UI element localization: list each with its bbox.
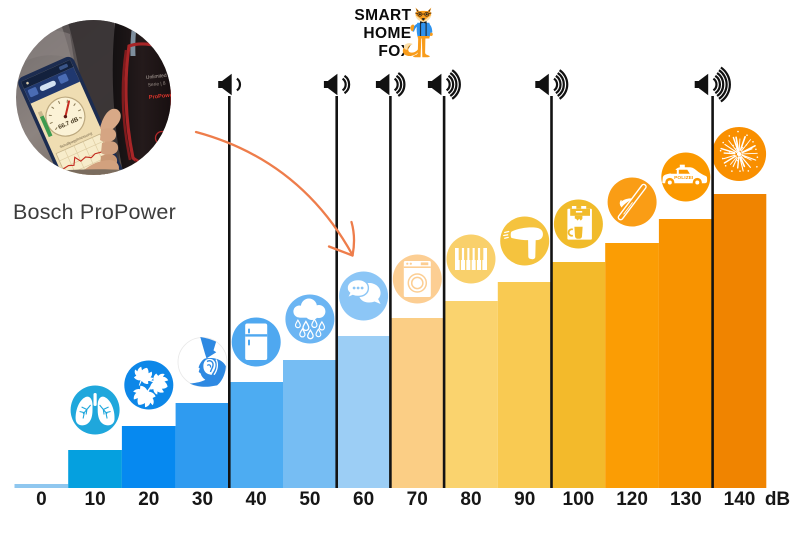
svg-text:ProPower: ProPower bbox=[149, 92, 176, 101]
svg-text:20: 20 bbox=[138, 489, 159, 510]
svg-text:Unlimited: Unlimited bbox=[146, 73, 168, 81]
svg-text:90: 90 bbox=[514, 489, 535, 510]
svg-text:POLIZEI: POLIZEI bbox=[674, 175, 694, 181]
svg-text:10: 10 bbox=[85, 489, 106, 510]
svg-text:80: 80 bbox=[460, 489, 481, 510]
svg-text:100: 100 bbox=[563, 489, 595, 510]
svg-text:70: 70 bbox=[407, 489, 428, 510]
svg-text:Bosch ProPower: Bosch ProPower bbox=[13, 200, 176, 224]
svg-text:dB: dB bbox=[765, 489, 790, 510]
svg-text:Serie | 8: Serie | 8 bbox=[148, 81, 167, 89]
svg-text:50: 50 bbox=[299, 489, 320, 510]
svg-text:60: 60 bbox=[353, 489, 374, 510]
svg-text:130: 130 bbox=[670, 489, 702, 510]
svg-text:30: 30 bbox=[192, 489, 213, 510]
svg-text:0: 0 bbox=[36, 489, 47, 510]
svg-text:HOME: HOME bbox=[363, 25, 411, 42]
svg-text:120: 120 bbox=[616, 489, 648, 510]
svg-text:40: 40 bbox=[246, 489, 267, 510]
svg-text:SMART: SMART bbox=[354, 7, 411, 24]
svg-text:FOX: FOX bbox=[378, 43, 411, 60]
svg-text:140: 140 bbox=[724, 489, 756, 510]
